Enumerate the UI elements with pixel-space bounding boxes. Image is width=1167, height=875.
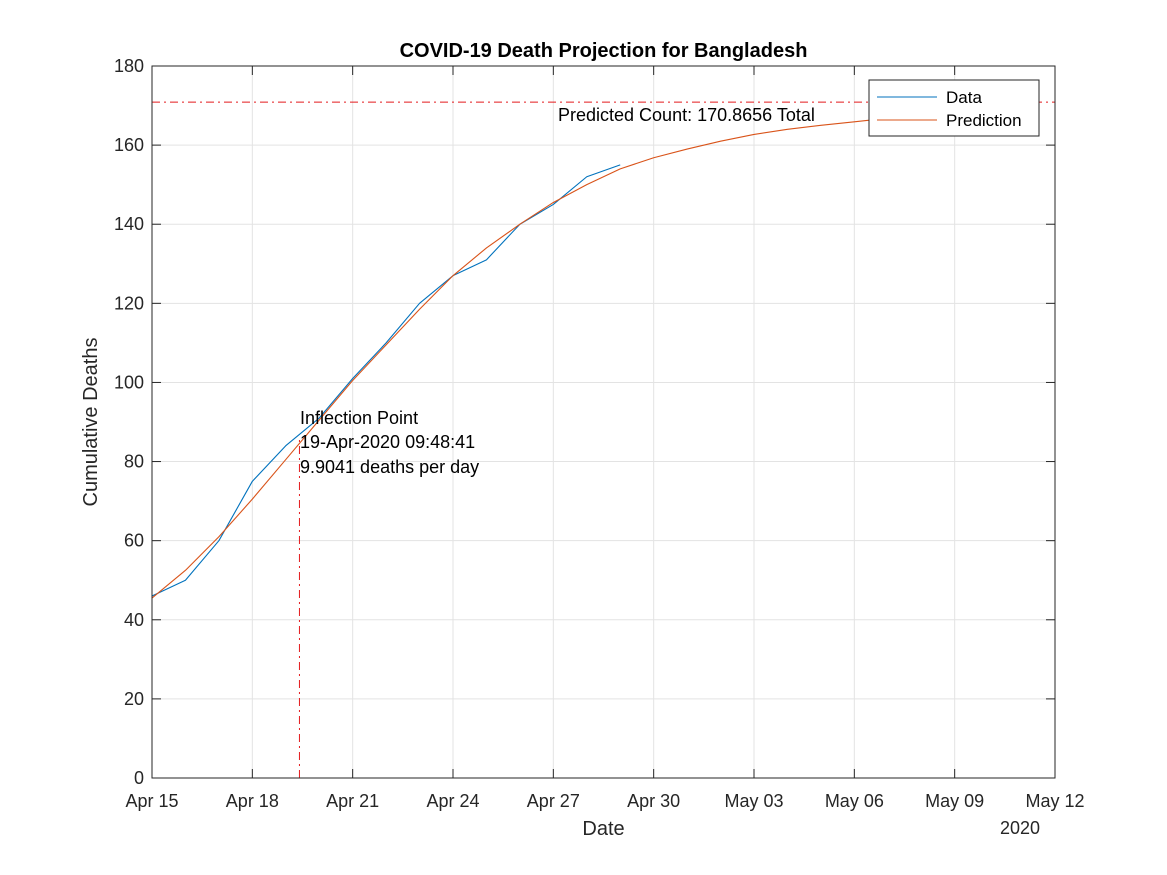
y-tick-label: 180 [114,56,144,76]
x-tick-label: May 12 [1025,791,1084,811]
y-tick-label: 160 [114,135,144,155]
inflection-point-label: Inflection Point [300,408,418,428]
series-line-prediction [151,114,922,599]
y-tick-label: 80 [124,452,144,472]
x-tick-label: Apr 15 [125,791,178,811]
y-tick-label: 100 [114,372,144,392]
x-tick-label: May 09 [925,791,984,811]
y-axis-label: Cumulative Deaths [80,338,102,507]
legend-box [868,79,1040,137]
x-tick-label: May 06 [825,791,884,811]
x-tick-label: Apr 21 [326,791,379,811]
predicted-count-annotation: Predicted Count: 170.8656 Total [558,105,815,125]
grid [151,65,1056,779]
x-tick-label: May 03 [724,791,783,811]
series-line-data [151,164,621,597]
series-layer [151,114,922,599]
legend-entry-prediction: Prediction [946,111,1022,130]
y-tick-label: 40 [124,610,144,630]
ticks: Apr 15 Apr 18 Apr 21 Apr 24 Apr 27 Apr 30 May … [114,56,1085,811]
inflection-date-label: 19-Apr-2020 09:48:41 [300,432,475,452]
x-tick-label: Apr 24 [426,791,479,811]
x-axis-label: Date [582,818,624,840]
plot-area [151,65,1056,779]
y-tick-label: 120 [114,293,144,313]
chart-title: COVID-19 Death Projection for Bangladesh [400,40,808,62]
y-tick-label: 0 [134,768,144,788]
y-tick-label: 20 [124,689,144,709]
reference-lines [152,101,1055,778]
x-tick-label: Apr 18 [226,791,279,811]
y-tick-label: 140 [114,214,144,234]
x-axis-year-label: 2020 [1000,818,1040,838]
y-tick-label: 60 [124,531,144,551]
x-tick-label: Apr 30 [627,791,680,811]
x-tick-label: Apr 27 [527,791,580,811]
legend: Data Prediction [868,79,1040,137]
legend-entry-data: Data [946,88,982,107]
inflection-rate-label: 9.9041 deaths per day [300,457,479,477]
